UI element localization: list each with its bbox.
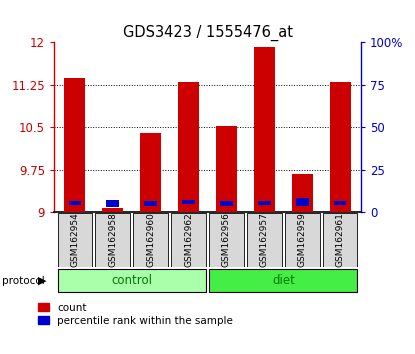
Bar — [254, 47, 275, 212]
Bar — [58, 213, 92, 267]
Bar — [107, 200, 119, 207]
Text: GSM162959: GSM162959 — [298, 212, 307, 267]
Bar — [330, 82, 351, 212]
Bar — [58, 269, 206, 292]
Text: GSM162954: GSM162954 — [70, 212, 79, 267]
Bar — [220, 201, 233, 206]
Bar — [133, 213, 168, 267]
Bar — [95, 213, 130, 267]
Text: protocol: protocol — [2, 275, 45, 286]
Bar — [292, 174, 313, 212]
Text: GSM162958: GSM162958 — [108, 212, 117, 267]
Bar — [334, 200, 347, 205]
Text: control: control — [111, 274, 152, 287]
Bar — [247, 213, 282, 267]
Bar — [102, 208, 123, 212]
Bar — [182, 200, 195, 205]
Text: GSM162956: GSM162956 — [222, 212, 231, 267]
Bar — [64, 78, 85, 212]
Text: ▶: ▶ — [38, 275, 46, 286]
Bar — [68, 200, 81, 205]
Text: GSM162961: GSM162961 — [336, 212, 345, 267]
Bar — [216, 126, 237, 212]
Text: diet: diet — [272, 274, 295, 287]
Bar — [296, 198, 308, 206]
Bar — [209, 269, 357, 292]
Legend: count, percentile rank within the sample: count, percentile rank within the sample — [39, 303, 233, 326]
Bar — [144, 201, 157, 206]
Bar — [258, 200, 271, 205]
Text: GSM162957: GSM162957 — [260, 212, 269, 267]
Title: GDS3423 / 1555476_at: GDS3423 / 1555476_at — [122, 25, 293, 41]
Bar — [209, 213, 244, 267]
Bar — [140, 133, 161, 212]
Bar — [285, 213, 320, 267]
Bar — [171, 213, 206, 267]
Bar — [178, 82, 199, 212]
Bar — [323, 213, 357, 267]
Text: GSM162960: GSM162960 — [146, 212, 155, 267]
Text: GSM162962: GSM162962 — [184, 212, 193, 267]
